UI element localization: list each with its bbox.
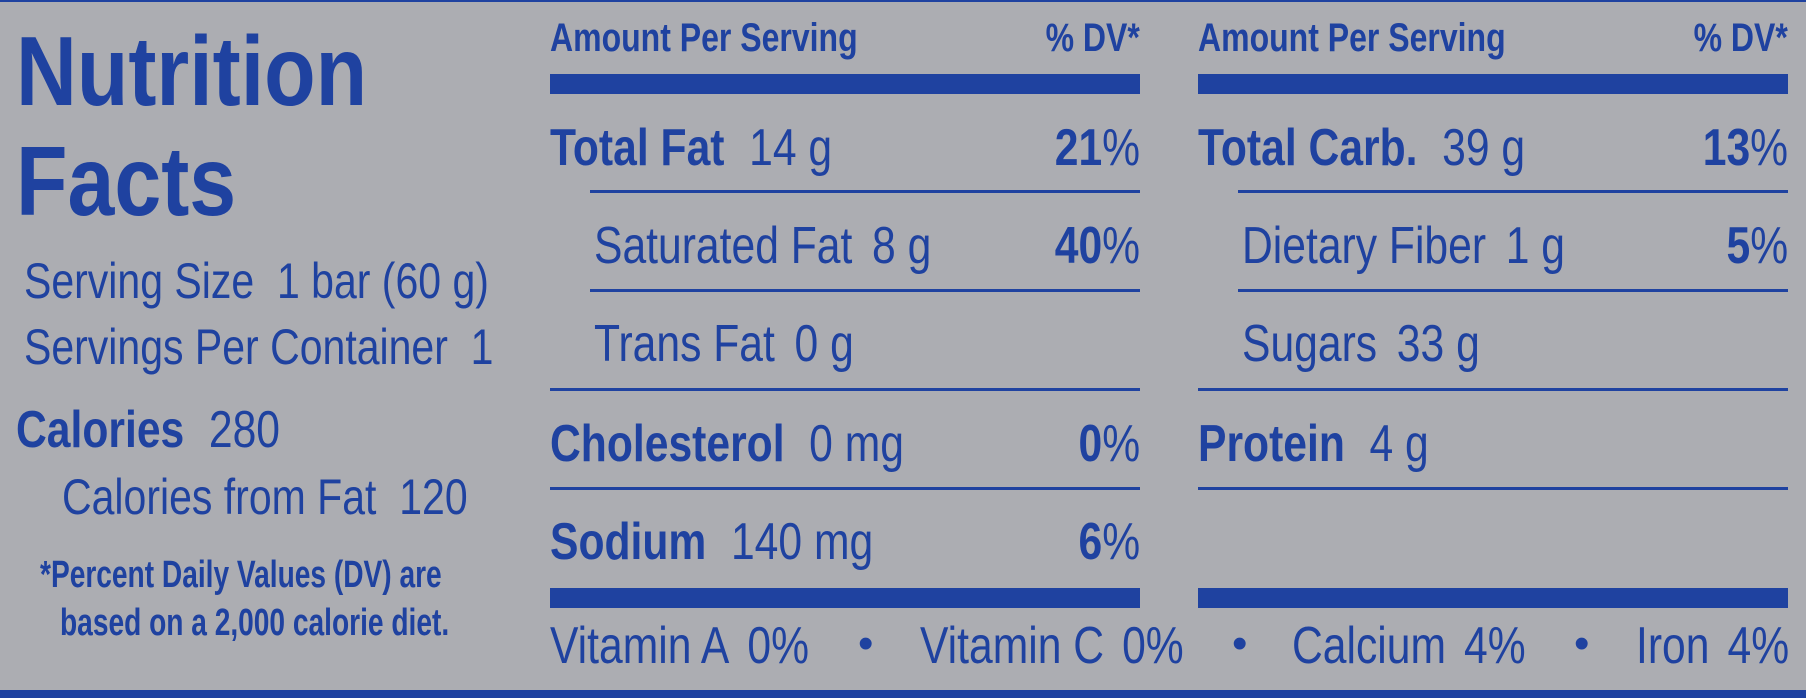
footer-bar-right (1198, 588, 1788, 608)
divider (1198, 388, 1788, 391)
row-trans-fat: Trans Fat 0 g (594, 315, 854, 373)
separator-dot: • (858, 619, 874, 668)
separator-dot: • (1574, 619, 1590, 668)
bottom-border (0, 690, 1806, 698)
header-amount-right: Amount Per Serving (1198, 16, 1506, 60)
calories-from-fat: Calories from Fat 120 (62, 469, 468, 525)
footer-bar-left (550, 588, 1140, 608)
row-saturated-fat: Saturated Fat 8 g (594, 217, 932, 275)
divider (1238, 190, 1788, 193)
row-sugars: Sugars 33 g (1242, 315, 1480, 373)
header-amount-left: Amount Per Serving (550, 16, 858, 60)
divider (550, 388, 1140, 391)
row-sodium: Sodium 140 mg (550, 513, 874, 571)
row-protein: Protein 4 g (1198, 415, 1429, 473)
dv-cholesterol: 0% (1078, 415, 1140, 473)
calcium: Calcium 4% (1292, 617, 1526, 675)
row-cholesterol: Cholesterol 0 mg (550, 415, 904, 473)
servings-per-container: Servings Per Container 1 (24, 319, 494, 375)
separator-dot: • (1232, 619, 1248, 668)
row-total-carb: Total Carb. 39 g (1198, 119, 1526, 177)
dv-saturated-fat: 40% (1054, 217, 1140, 275)
header-bar-right (1198, 74, 1788, 94)
divider (590, 190, 1140, 193)
dv-sodium: 6% (1078, 513, 1140, 571)
top-border (0, 0, 1806, 2)
header-bar-left (550, 74, 1140, 94)
calories: Calories 280 (16, 401, 281, 459)
footnote-line-2: based on a 2,000 calorie diet. (60, 602, 450, 644)
vitamin-a: Vitamin A 0% (550, 617, 810, 675)
dv-dietary-fiber: 5% (1726, 217, 1788, 275)
iron: Iron 4% (1636, 617, 1790, 675)
divider (1238, 289, 1788, 292)
divider (550, 487, 1140, 490)
divider (590, 289, 1140, 292)
dv-total-carb: 13% (1702, 119, 1788, 177)
dv-total-fat: 21% (1054, 119, 1140, 177)
divider (1198, 487, 1788, 490)
footnote-line-1: *Percent Daily Values (DV) are (40, 554, 442, 596)
header-dv-left: % DV* (1045, 16, 1140, 60)
row-total-fat: Total Fat 14 g (550, 119, 833, 177)
title-nutrition: Nutrition (16, 16, 368, 126)
header-dv-right: % DV* (1693, 16, 1788, 60)
vitamin-c: Vitamin C 0% (920, 617, 1184, 675)
title-facts: Facts (16, 126, 237, 236)
row-dietary-fiber: Dietary Fiber 1 g (1242, 217, 1566, 275)
serving-size: Serving Size 1 bar (60 g) (24, 253, 489, 309)
